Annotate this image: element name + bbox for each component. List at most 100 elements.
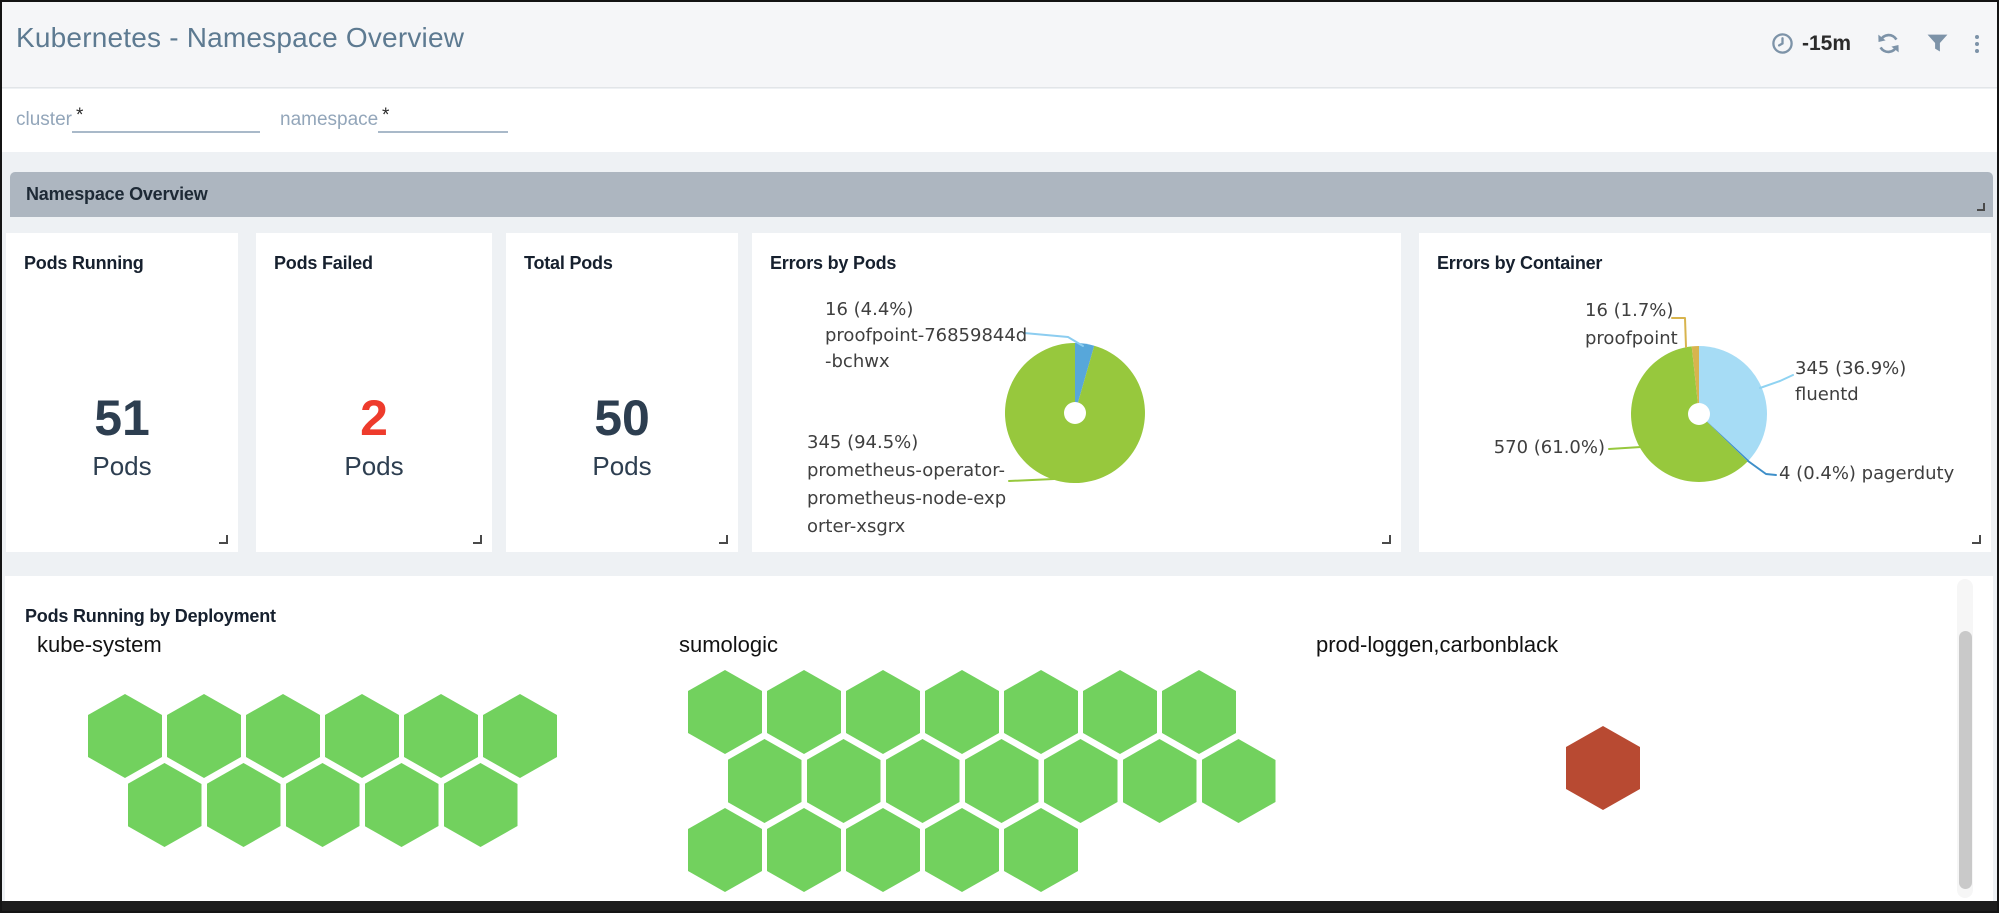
page-title: Kubernetes - Namespace Overview xyxy=(16,22,465,53)
pod-hexagon-sumologic[interactable] xyxy=(885,739,960,823)
resize-handle[interactable] xyxy=(473,535,482,544)
pod-hexagon-sumologic[interactable] xyxy=(1122,739,1197,823)
scrollbar-track[interactable] xyxy=(1957,579,1973,898)
stat-value-2: 50 xyxy=(594,390,650,446)
pie-label: 16 (4.4%) proofpoint-76859844d -bchwx xyxy=(825,299,1027,372)
pod-hexagon-sumologic[interactable] xyxy=(925,670,999,754)
filter-cluster-input[interactable]: * xyxy=(72,105,260,133)
pod-hexagon-kube-system[interactable] xyxy=(88,694,162,778)
pie-slice-proofpoint[interactable] xyxy=(1691,346,1699,414)
kebab-menu-icon[interactable] xyxy=(1973,33,1981,55)
stat-unit: Pods xyxy=(344,451,404,481)
panel-errors-by-pods: Errors by Pods 16 (4.4%) proofpoint-76859… xyxy=(752,233,1401,552)
pod-hexagon-sumologic[interactable] xyxy=(1201,739,1276,823)
pie-label: 4 (0.4%) pagerduty xyxy=(1779,463,1955,484)
scrollbar-thumb[interactable] xyxy=(1958,631,1972,889)
pod-hexagon-sumologic[interactable] xyxy=(767,670,841,754)
header-controls: -15m xyxy=(1771,30,1981,57)
pod-hexagon-kube-system[interactable] xyxy=(483,694,557,778)
errors-by-pods-pie-chart[interactable]: 16 (4.4%) proofpoint-76859844d -bchwx 345 (… xyxy=(752,233,1401,552)
resize-handle[interactable] xyxy=(1972,535,1981,544)
group-label-kube-system: kube-system xyxy=(37,632,162,657)
filter-bar: cluster * namespace * xyxy=(2,89,1997,152)
time-range-control[interactable]: -15m xyxy=(1771,32,1851,56)
pod-hexagon-sumologic[interactable] xyxy=(688,808,762,892)
pie-label: 345 (94.5%) prometheus-operator-prometheu… xyxy=(807,432,1006,537)
pod-hexagon-sumologic[interactable] xyxy=(1004,670,1078,754)
filter-namespace-value: * xyxy=(382,105,390,126)
leader-line xyxy=(1759,374,1794,389)
pod-hexagon-sumologic[interactable] xyxy=(767,808,841,892)
panel-title: Total Pods xyxy=(524,253,613,273)
pod-hexagon-sumologic[interactable] xyxy=(1162,670,1236,754)
panel-title: Errors by Pods xyxy=(770,253,897,273)
filter-namespace-input[interactable]: * xyxy=(378,105,508,133)
panel-title: Pods Running xyxy=(24,253,144,273)
pod-hexagon-sumologic[interactable] xyxy=(925,808,999,892)
filter-cluster-value: * xyxy=(76,105,84,126)
pod-hexagon-kube-system[interactable] xyxy=(246,694,320,778)
filter-namespace-label: namespace xyxy=(280,109,379,130)
panel-title: Pods Failed xyxy=(274,253,373,273)
leader-line xyxy=(1747,460,1777,476)
resize-handle[interactable] xyxy=(1977,203,1985,211)
stat-value-0: 51 xyxy=(94,390,150,446)
pod-hexagon-sumologic[interactable] xyxy=(846,808,920,892)
pod-hexagon-kube-system[interactable] xyxy=(167,694,241,778)
pod-hexagon-sumologic[interactable] xyxy=(1043,739,1118,823)
stat-value-1: 2 xyxy=(360,390,388,446)
panel-title: Errors by Container xyxy=(1437,253,1603,273)
clock-icon xyxy=(1771,32,1794,55)
pod-hexagon-sumologic[interactable] xyxy=(964,739,1039,823)
pod-hexagon-kube-system[interactable] xyxy=(364,763,439,847)
group-label-sumologic: sumologic xyxy=(679,632,779,657)
filter-cluster-label: cluster xyxy=(16,109,72,130)
leader-line xyxy=(1671,317,1687,348)
panel-pods-running: Pods Running 51 Pods xyxy=(6,233,238,552)
pie-slice-pagerduty[interactable] xyxy=(1699,414,1749,462)
leader-line xyxy=(1023,332,1084,347)
leader-line xyxy=(1608,446,1642,450)
pod-hexagon-sumologic[interactable] xyxy=(688,670,762,754)
pie-slice-proofpoint-76859844d-bchwx[interactable] xyxy=(1075,343,1095,413)
pod-hexagon-sumologic[interactable] xyxy=(846,670,920,754)
bottom-edge-bar xyxy=(2,901,1997,911)
pod-hexagon-kube-system[interactable] xyxy=(285,763,360,847)
pod-hexagon-prod-loggen,carbonblack[interactable] xyxy=(1566,726,1640,810)
pod-hexagon-sumologic[interactable] xyxy=(1004,808,1078,892)
pod-hexagon-sumologic[interactable] xyxy=(806,739,881,823)
panel-total-pods: Total Pods 50 Pods xyxy=(506,233,738,552)
pie-label: 570 (61.0%) xyxy=(1494,437,1605,458)
resize-handle[interactable] xyxy=(1382,535,1391,544)
stat-unit: Pods xyxy=(592,451,652,481)
time-range-value: -15m xyxy=(1801,31,1851,55)
pie-slice-fluentd[interactable] xyxy=(1699,346,1768,461)
donut-hole xyxy=(1688,403,1710,425)
errors-by-container-pie-chart[interactable]: 345 (36.9%) fluentd 4 (0.4%) pagerduty 570 … xyxy=(1419,233,1991,552)
donut-hole xyxy=(1064,402,1086,424)
stat-unit: Pods xyxy=(92,451,152,481)
pie-label: 345 (36.9%) fluentd xyxy=(1795,358,1906,405)
pie-label: 16 (1.7%) proofpoint xyxy=(1585,300,1678,349)
resize-handle[interactable] xyxy=(719,535,728,544)
refresh-icon[interactable] xyxy=(1875,30,1902,57)
leader-line xyxy=(1008,478,1055,482)
panel-errors-by-container: Errors by Container 345 (36.9%) fluentd 4 … xyxy=(1419,233,1991,552)
section-title: Namespace Overview xyxy=(26,184,208,204)
pod-hexagon-sumologic[interactable] xyxy=(727,739,802,823)
section-header-namespace-overview[interactable]: Namespace Overview xyxy=(10,172,1993,217)
header-bar: Kubernetes - Namespace Overview -15m xyxy=(2,2,1997,88)
resize-handle[interactable] xyxy=(219,535,228,544)
filter-icon[interactable] xyxy=(1926,33,1949,54)
panel-title: Pods Running by Deployment xyxy=(25,606,276,626)
pod-hexagon-kube-system[interactable] xyxy=(127,763,202,847)
pod-hexagon-kube-system[interactable] xyxy=(206,763,281,847)
group-label-prod-loggen-carbonblack: prod-loggen,carbonblack xyxy=(1316,632,1559,657)
pod-hexagon-kube-system[interactable] xyxy=(443,763,518,847)
pod-hexagon-sumologic[interactable] xyxy=(1083,670,1157,754)
pod-hexagon-kube-system[interactable] xyxy=(325,694,399,778)
pod-hexagon-kube-system[interactable] xyxy=(404,694,478,778)
panel-pods-running-by-deployment: Pods Running by Deployment kube-system s… xyxy=(5,576,1993,901)
panel-pods-failed: Pods Failed 2 Pods xyxy=(256,233,492,552)
